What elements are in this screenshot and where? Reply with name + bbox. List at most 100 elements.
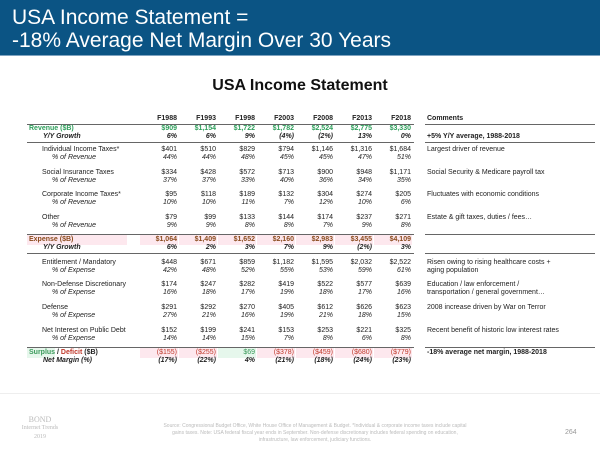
row-value: 27% (162, 312, 177, 319)
row-value: 0% (400, 133, 411, 140)
row-label: Net Interest on Public Debt (42, 327, 126, 334)
source-note: Source: Congressional Budget Office, Whi… (163, 423, 467, 443)
row-label: Surplus / Deficit ($B) (29, 349, 98, 357)
row-value: 7% (283, 335, 294, 342)
row-value: $2,522 (389, 259, 411, 266)
column-header: F2003 (274, 115, 294, 122)
table-row: Y/Y Growth 6% 2% 3% 7% 9% (2%) 3% (0, 244, 600, 252)
row-value: ($155) (156, 349, 177, 356)
expense-top-divider-comments (425, 234, 595, 235)
column-header: F1993 (196, 115, 216, 122)
expense-divider-comments (425, 253, 595, 254)
comments-header: Comments (427, 115, 464, 122)
row-value: 7% (283, 199, 294, 206)
header-divider-comments (425, 124, 595, 125)
row-value: ($459) (312, 349, 333, 356)
column-header: F1988 (157, 115, 177, 122)
row-label: Entitlement / Mandatory (42, 259, 116, 266)
row-value: 36% (318, 177, 333, 184)
row-value: $118 (200, 191, 216, 198)
table-row: Individual Income Taxes* $401 $510 $829 $794… (0, 146, 600, 154)
row-value: 45% (318, 154, 333, 161)
surplus-divider (27, 347, 414, 348)
row-value: $189 (239, 191, 255, 198)
row-value: 14% (201, 335, 216, 342)
row-value: 4% (244, 357, 255, 364)
row-value: 2% (205, 244, 216, 251)
row-value: ($255) (195, 349, 216, 356)
row-value: (2%) (318, 133, 333, 140)
expense-divider (27, 253, 414, 254)
row-value: $253 (317, 327, 333, 334)
surplus-highlight (257, 348, 295, 358)
expense-top-divider (27, 234, 414, 235)
row-value: $419 (278, 281, 294, 288)
row-value: $304 (317, 191, 333, 198)
expense-highlight (140, 235, 178, 245)
row-value: $4,109 (389, 236, 411, 243)
row-value: 6% (361, 335, 372, 342)
column-header: F2018 (391, 115, 411, 122)
row-value: 45% (279, 154, 294, 161)
row-label: % of Expense (52, 267, 96, 274)
row-value: $626 (356, 304, 372, 311)
deficit-label: Deficit (60, 349, 83, 356)
expense-highlight (179, 235, 217, 245)
row-value: 9% (166, 222, 177, 229)
row-label: Social Insurance Taxes (42, 169, 114, 176)
row-value: $612 (317, 304, 333, 311)
row-value: $274 (356, 191, 372, 198)
row-comment: transportation / general government… (427, 289, 545, 296)
table-row: Y/Y Growth 6% 6% 9% (4%) (2%) 13% 0% +5% Y/Y ave… (0, 133, 600, 141)
row-value: $1,684 (389, 146, 411, 153)
row-value: 15% (240, 335, 255, 342)
row-comment: -18% average net margin, 1988-2018 (427, 349, 547, 356)
table-row: % of Expense 14% 14% 15% 7% 8% 6% 8% (0, 335, 600, 343)
surplus-label: Surplus (29, 349, 56, 356)
row-value: $144 (278, 214, 294, 221)
row-value: 19% (279, 312, 294, 319)
row-value: $2,524 (311, 125, 333, 132)
row-value: 37% (162, 177, 177, 184)
table-row: % of Revenue 10% 10% 11% 7% 12% 10% 6% (0, 199, 600, 207)
table-row: % of Revenue 9% 9% 8% 8% 7% 9% 8% (0, 222, 600, 230)
row-label: % of Revenue (52, 199, 96, 206)
row-value: 18% (357, 312, 372, 319)
row-value: $2,160 (272, 236, 294, 243)
row-value: $1,409 (194, 236, 216, 243)
row-value: (2%) (357, 244, 372, 251)
row-value: $1,154 (194, 125, 216, 132)
revenue-divider (27, 142, 414, 143)
slide-title-line2: -18% Average Net Margin Over 30 Years (12, 29, 391, 52)
row-value: 37% (201, 177, 216, 184)
row-value: 9% (205, 222, 216, 229)
row-value: 17% (357, 289, 372, 296)
table-row: Net Margin (%) (17%) (22%) 4% (21%) (18%) (24%… (0, 357, 600, 365)
row-value: $152 (161, 327, 177, 334)
row-value: $79 (165, 214, 177, 221)
row-value: $448 (161, 259, 177, 266)
expense-highlight (218, 235, 256, 245)
row-value: (4%) (279, 133, 294, 140)
row-value: (24%) (353, 357, 372, 364)
row-value: $3,330 (389, 125, 411, 132)
row-value: 40% (279, 177, 294, 184)
row-value: $405 (278, 304, 294, 311)
row-value: $174 (317, 214, 333, 221)
row-value: 9% (322, 244, 333, 251)
row-value: $2,983 (311, 236, 333, 243)
surplus-highlight (374, 348, 412, 358)
expense-highlight (296, 235, 334, 245)
column-header: F2008 (313, 115, 333, 122)
surplus-label-highlight (27, 348, 55, 358)
row-value: $237 (356, 214, 372, 221)
row-value: 21% (201, 312, 216, 319)
row-value: (21%) (275, 357, 294, 364)
row-comment: Estate & gift taxes, duties / fees… (427, 214, 533, 221)
row-comment: Risen owing to rising healthcare costs + (427, 259, 551, 266)
row-value: $1,171 (389, 169, 411, 176)
row-value: ($680) (351, 349, 372, 356)
row-value: $829 (239, 146, 255, 153)
table-row: % of Expense 27% 21% 16% 19% 21% 18% 15% (0, 312, 600, 320)
row-comment: aging population (427, 267, 479, 274)
